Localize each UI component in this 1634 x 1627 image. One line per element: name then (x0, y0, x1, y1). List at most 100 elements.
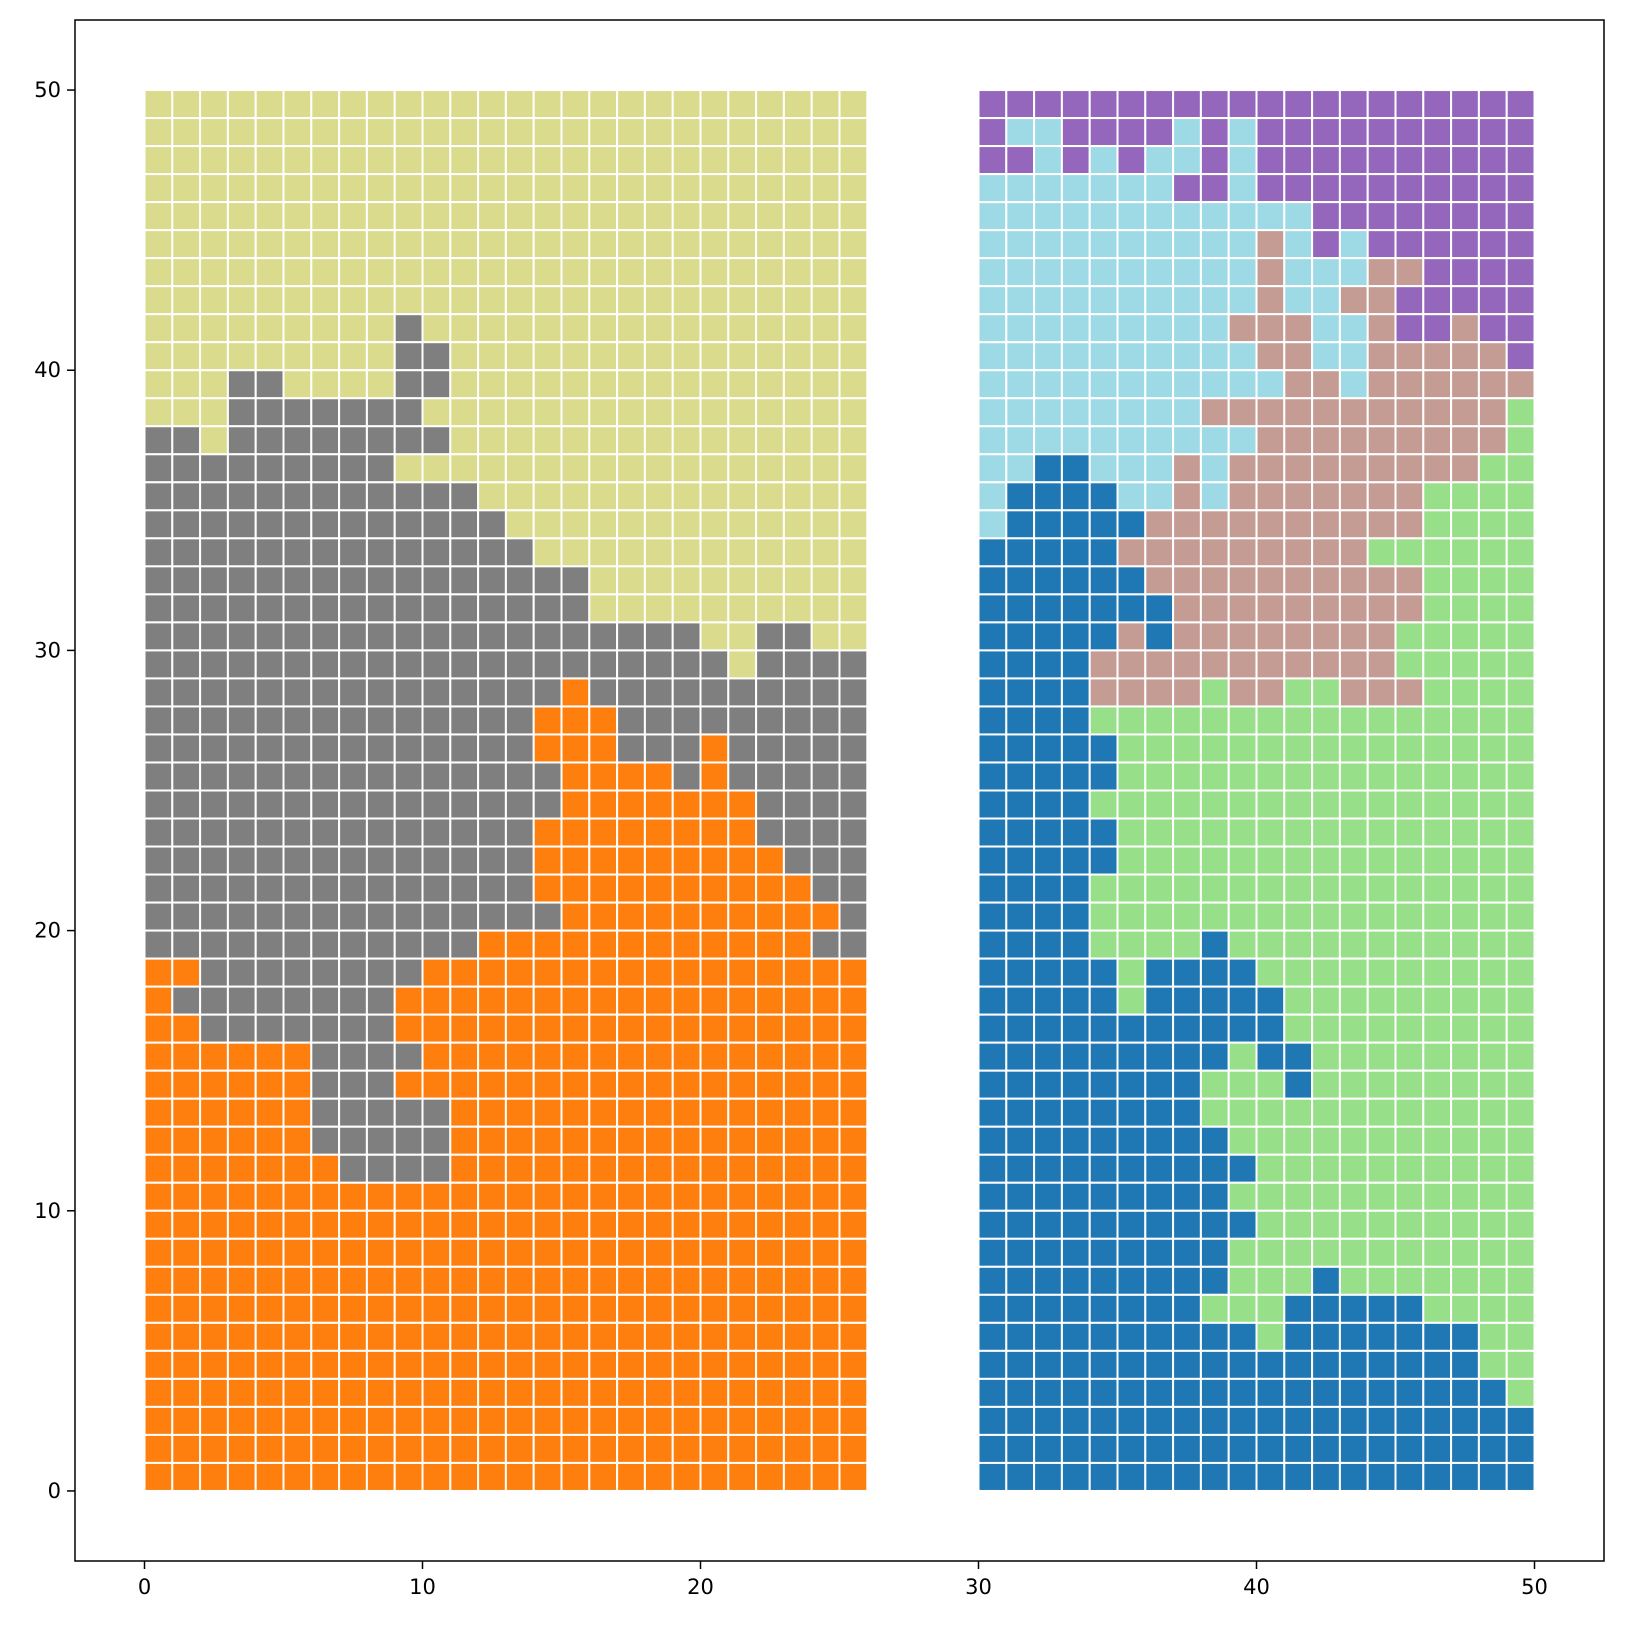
waffle-cell (1477, 705, 1508, 736)
waffle-cell (1116, 369, 1147, 400)
waffle-cell (393, 369, 424, 400)
waffle-cell (310, 89, 341, 120)
waffle-cell (755, 1377, 785, 1408)
waffle-cell (338, 509, 368, 540)
waffle-cell (1283, 1181, 1314, 1212)
waffle-cell (477, 817, 507, 848)
waffle-cell (1005, 873, 1036, 904)
waffle-cell (199, 145, 229, 176)
waffle-cell (226, 341, 257, 372)
waffle-cell (838, 537, 869, 568)
waffle-cell (1144, 733, 1175, 764)
waffle-cell (671, 1405, 702, 1436)
waffle-cell (393, 957, 424, 988)
waffle-cell (1060, 621, 1091, 652)
waffle-cell (782, 1405, 813, 1436)
waffle-cell (643, 817, 674, 848)
waffle-cell (727, 705, 758, 736)
waffle-cell (477, 537, 507, 568)
waffle-cell (1283, 705, 1314, 736)
waffle-cell (1394, 873, 1425, 904)
waffle-cell (699, 1013, 730, 1044)
waffle-cell (1338, 901, 1369, 932)
waffle-cell (1227, 845, 1258, 876)
waffle-cell (1450, 89, 1480, 120)
waffle-cell (1311, 89, 1341, 120)
waffle-cell (782, 957, 813, 988)
waffle-cell (560, 1097, 591, 1128)
waffle-cell (532, 621, 563, 652)
waffle-cell (1144, 621, 1175, 652)
waffle-cell (310, 1209, 341, 1240)
waffle-cell (1505, 453, 1536, 484)
waffle-cell (1227, 957, 1258, 988)
waffle-cell (838, 229, 869, 260)
waffle-cell (1255, 145, 1286, 176)
waffle-cell (365, 901, 396, 932)
waffle-cell (782, 313, 813, 344)
waffle-cell (1422, 425, 1453, 456)
waffle-cell (1283, 229, 1314, 260)
waffle-cell (449, 1265, 480, 1296)
waffle-cell (310, 509, 341, 540)
waffle-cell (755, 1461, 785, 1492)
waffle-cell (254, 733, 285, 764)
waffle-cell (1311, 621, 1341, 652)
waffle-cell (727, 89, 758, 120)
waffle-cell (1338, 649, 1369, 680)
waffle-cell (755, 397, 785, 428)
waffle-cell (727, 537, 758, 568)
waffle-cell (449, 285, 480, 316)
waffle-cell (1227, 313, 1258, 344)
waffle-cell (1338, 1405, 1369, 1436)
waffle-cell (365, 1209, 396, 1240)
waffle-cell (588, 733, 619, 764)
waffle-cell (1394, 929, 1425, 960)
waffle-cell (1311, 369, 1341, 400)
waffle-cell (477, 1237, 507, 1268)
waffle-cell (1005, 341, 1036, 372)
waffle-cell (560, 733, 591, 764)
waffle-cell (1199, 1349, 1230, 1380)
waffle-cell (1505, 1405, 1536, 1436)
waffle-cell (1172, 1153, 1202, 1184)
waffle-cell (1311, 1237, 1341, 1268)
waffle-cell (171, 1209, 202, 1240)
waffle-cell (1505, 649, 1536, 680)
waffle-cell (310, 1125, 341, 1156)
waffle-cell (1311, 1265, 1341, 1296)
waffle-cell (1255, 1041, 1286, 1072)
waffle-cell (1227, 1097, 1258, 1128)
waffle-cell (504, 1237, 535, 1268)
waffle-cell (727, 985, 758, 1016)
waffle-cell (1450, 817, 1480, 848)
waffle-cell (699, 369, 730, 400)
waffle-cell (1505, 1433, 1536, 1464)
waffle-cell (171, 117, 202, 148)
waffle-cell (1144, 1181, 1175, 1212)
waffle-cell (1005, 173, 1036, 204)
waffle-cell (671, 985, 702, 1016)
waffle-cell (1450, 145, 1480, 176)
waffle-cell (1450, 173, 1480, 204)
waffle-cell (143, 733, 174, 764)
waffle-cell (1172, 257, 1202, 288)
waffle-cell (810, 733, 841, 764)
waffle-cell (338, 733, 368, 764)
waffle-cell (1144, 313, 1175, 344)
waffle-cell (310, 873, 341, 904)
waffle-cell (727, 1125, 758, 1156)
waffle-cell (1422, 481, 1453, 512)
waffle-cell (588, 1125, 619, 1156)
waffle-cell (282, 1041, 313, 1072)
waffle-cell (365, 257, 396, 288)
waffle-cell (588, 537, 619, 568)
waffle-cell (254, 565, 285, 596)
waffle-cell (1116, 1041, 1147, 1072)
waffle-cell (1311, 565, 1341, 596)
waffle-cell (1450, 901, 1480, 932)
waffle-cell (477, 1125, 507, 1156)
waffle-cell (643, 1181, 674, 1212)
waffle-cell (1311, 957, 1341, 988)
waffle-cell (1116, 285, 1147, 316)
